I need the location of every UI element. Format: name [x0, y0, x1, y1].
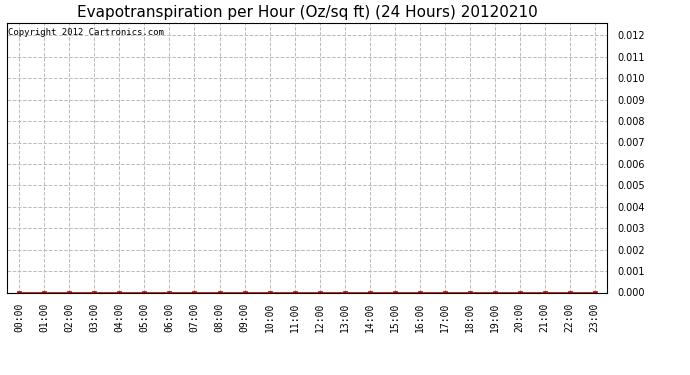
- Title: Evapotranspiration per Hour (Oz/sq ft) (24 Hours) 20120210: Evapotranspiration per Hour (Oz/sq ft) (…: [77, 5, 538, 20]
- Text: Copyright 2012 Cartronics.com: Copyright 2012 Cartronics.com: [8, 28, 164, 37]
